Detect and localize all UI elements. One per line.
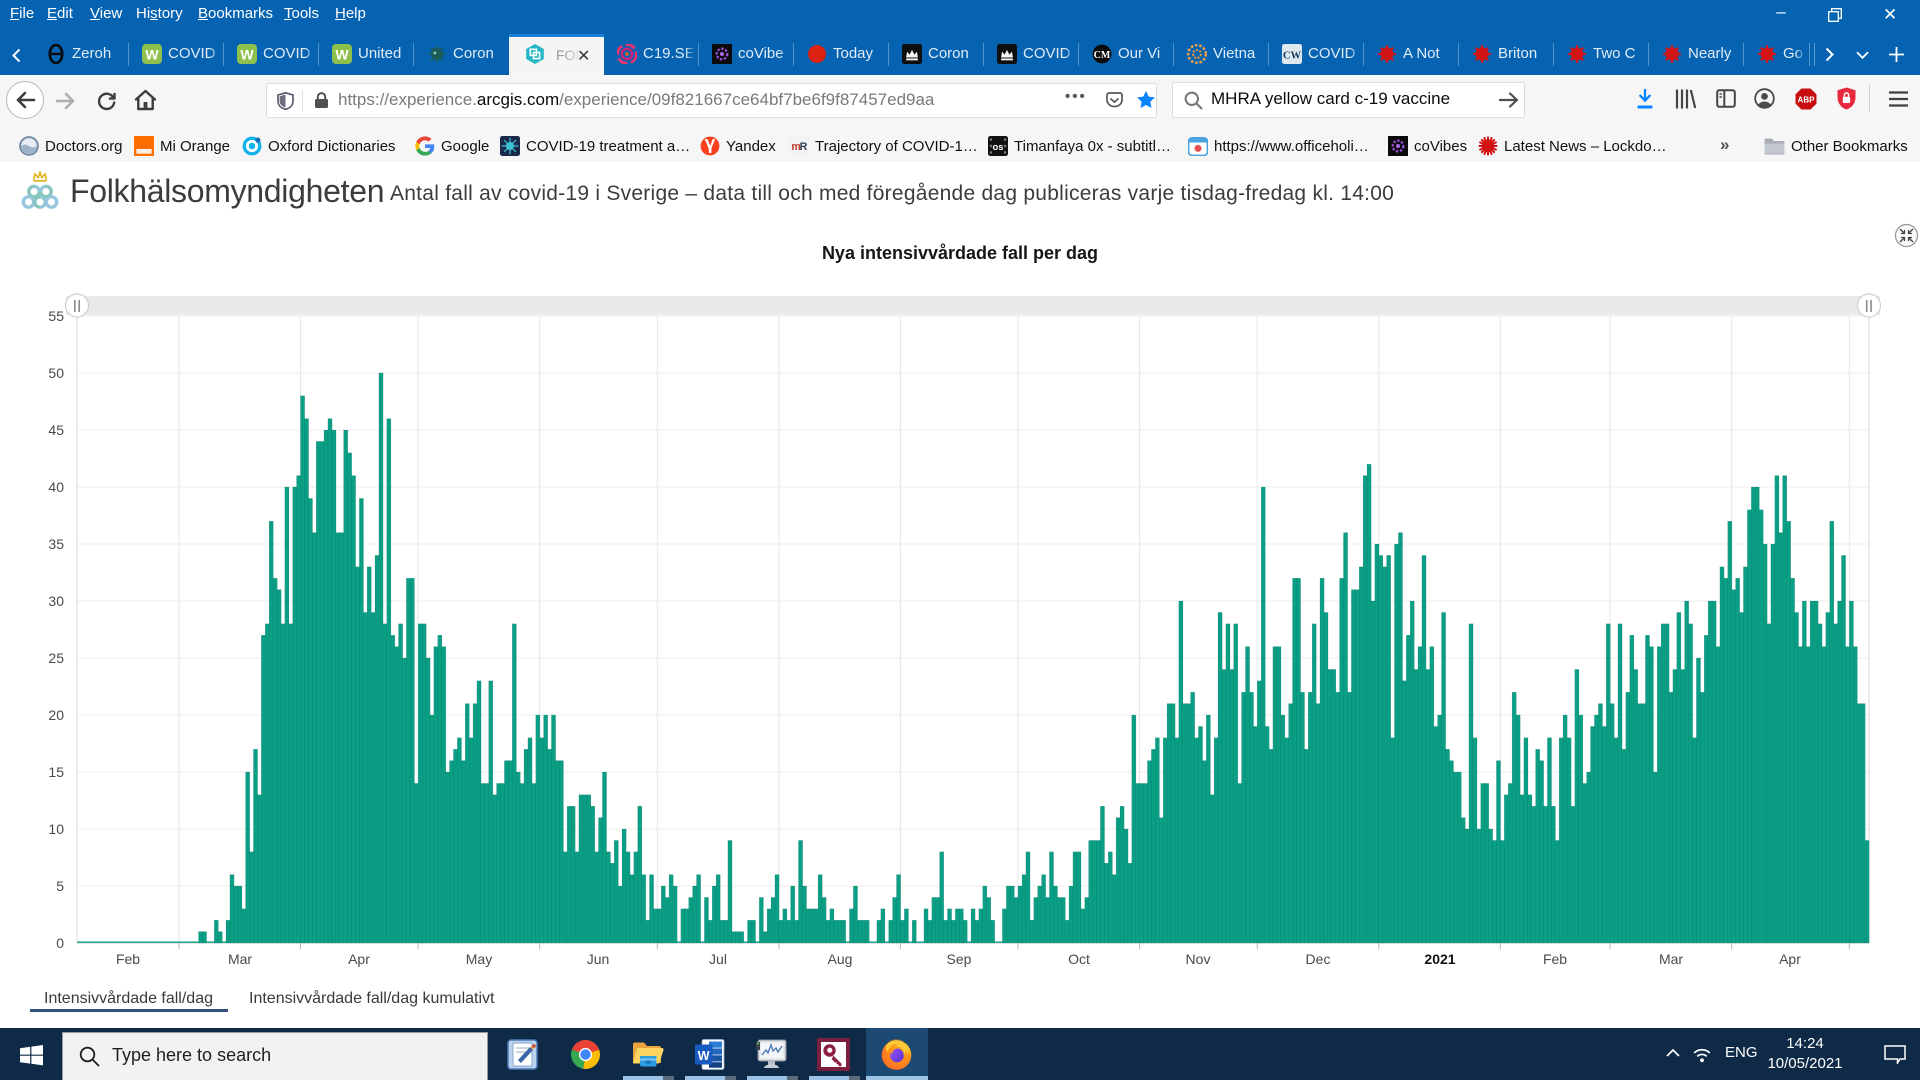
svg-text:Apr: Apr	[1779, 951, 1801, 967]
svg-text:Aug: Aug	[828, 951, 853, 967]
svg-text:25: 25	[48, 650, 64, 666]
svg-text:Jun: Jun	[587, 951, 610, 967]
svg-text:W: W	[335, 47, 349, 63]
svg-text:ABP: ABP	[1798, 95, 1816, 104]
svg-text:Feb: Feb	[1543, 951, 1567, 967]
svg-text:2021: 2021	[1424, 951, 1455, 967]
svg-text:30: 30	[48, 593, 64, 609]
svg-text:Mar: Mar	[228, 951, 252, 967]
svg-text:W: W	[145, 47, 159, 63]
svg-text:5: 5	[56, 878, 64, 894]
svg-text:15: 15	[48, 764, 64, 780]
svg-text:50: 50	[48, 365, 64, 381]
svg-text:CW: CW	[1283, 51, 1302, 62]
svg-text:os: os	[993, 141, 1004, 152]
svg-text:R: R	[800, 141, 808, 153]
svg-text:Sep: Sep	[947, 951, 972, 967]
svg-text:CM: CM	[1094, 50, 1111, 61]
svg-text:Feb: Feb	[116, 951, 140, 967]
svg-text:Mar: Mar	[1659, 951, 1683, 967]
svg-text:10: 10	[48, 821, 64, 837]
svg-text:Nov: Nov	[1186, 951, 1211, 967]
svg-text:Oct: Oct	[1068, 951, 1090, 967]
svg-text:Jul: Jul	[709, 951, 727, 967]
svg-text:45: 45	[48, 422, 64, 438]
svg-text:0: 0	[56, 935, 64, 951]
svg-text:W: W	[240, 47, 254, 63]
svg-text:20: 20	[48, 707, 64, 723]
svg-text:May: May	[466, 951, 492, 967]
svg-text:40: 40	[48, 479, 64, 495]
svg-text:35: 35	[48, 536, 64, 552]
svg-text:W: W	[698, 1049, 710, 1063]
svg-text:m: m	[791, 141, 800, 153]
svg-text:55: 55	[48, 308, 64, 324]
svg-text:Dec: Dec	[1306, 951, 1331, 967]
svg-text:Apr: Apr	[348, 951, 370, 967]
